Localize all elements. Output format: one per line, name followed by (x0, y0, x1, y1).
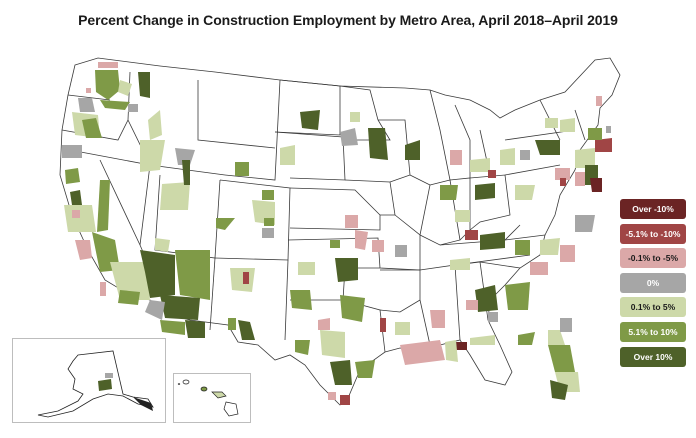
legend-item-neg5-to-neg10: -5.1% to -10% (620, 223, 686, 244)
hawaii-inset (173, 373, 251, 423)
state-boundaries (59, 57, 621, 406)
legend-item-zero: 0% (620, 272, 686, 293)
legend-item-0-to-5: 0.1% to 5% (620, 297, 686, 318)
metro-areas (62, 62, 612, 405)
anchorage-metro (98, 379, 112, 391)
legend-item-over-neg10: Over -10% (620, 199, 686, 219)
fairbanks-metro (105, 373, 113, 378)
hawaii-map (177, 379, 239, 417)
legend-item-5-to-10: 5.1% to 10% (620, 321, 686, 342)
alaska-map (37, 350, 154, 418)
legend: Over -10% -5.1% to -10% -0.1% to -5% 0% … (620, 199, 686, 371)
map-title: Percent Change in Construction Employmen… (78, 12, 618, 28)
legend-item-neg0-to-neg5: -0.1% to -5% (620, 248, 686, 269)
alaska-inset (12, 338, 166, 423)
legend-item-over-10: Over 10% (620, 346, 686, 367)
